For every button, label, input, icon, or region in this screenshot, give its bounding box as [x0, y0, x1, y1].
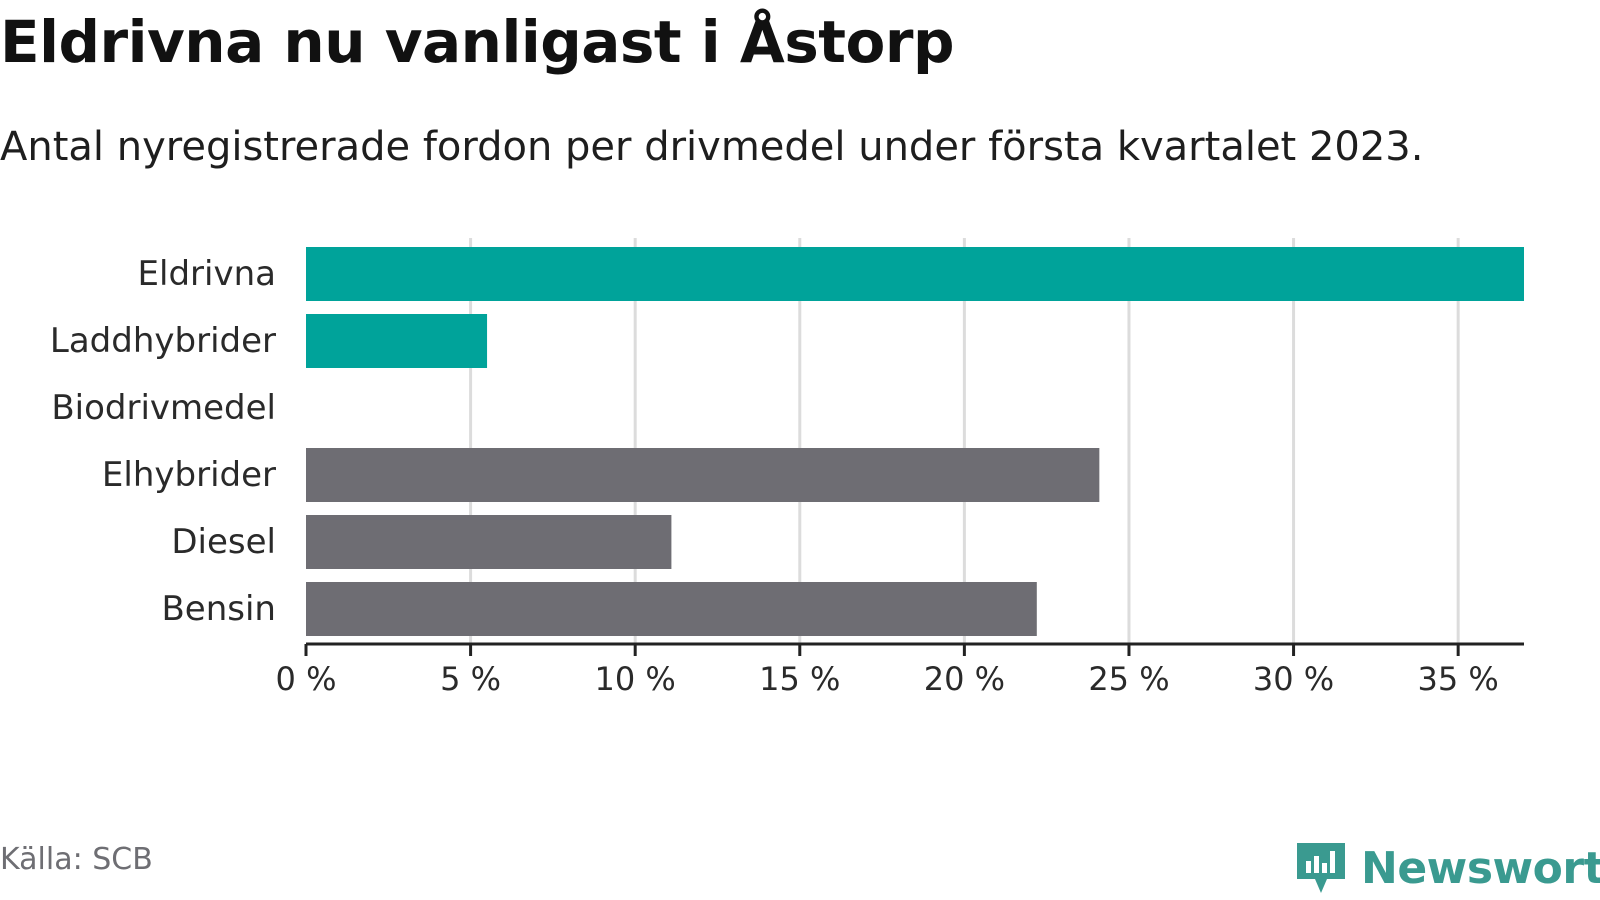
- category-label: Diesel: [171, 522, 276, 562]
- brand-name: Newsworthy: [1361, 842, 1600, 894]
- x-tick-label: 35 %: [1418, 660, 1499, 698]
- category-label: Eldrivna: [138, 254, 276, 294]
- grid-lines: [469, 238, 1460, 644]
- newsworthy-logo: Newsworthy: [1293, 839, 1600, 897]
- x-tick-label: 20 %: [924, 660, 1005, 698]
- bars: [306, 247, 1524, 636]
- category-label: Biodrivmedel: [51, 388, 276, 428]
- category-label: Laddhybrider: [50, 321, 276, 361]
- x-tick-label: 5 %: [440, 660, 501, 698]
- bar-eldrivna: [306, 247, 1524, 301]
- category-label: Bensin: [161, 589, 276, 629]
- category-labels: Eldrivna Laddhybrider Biodrivmedel Elhybrid…: [50, 254, 276, 629]
- bar-elhybrider: [306, 448, 1100, 502]
- x-axis-ticks: 0 % 5 % 10 % 15 % 20 % 25 % 30 % 35 %: [276, 644, 1499, 698]
- source-note: Källa: SCB: [0, 842, 153, 877]
- bar-diesel: [306, 515, 672, 569]
- newsworthy-icon: [1297, 843, 1345, 893]
- category-label: Elhybrider: [102, 455, 276, 495]
- x-tick-label: 25 %: [1088, 660, 1169, 698]
- chart-subtitle: Antal nyregistrerade fordon per drivmede…: [0, 124, 1424, 170]
- bar-laddhybrider: [306, 314, 488, 368]
- x-tick-label: 10 %: [595, 660, 676, 698]
- chart-title: Eldrivna nu vanligast i Åstorp: [0, 8, 954, 76]
- x-tick-label: 30 %: [1253, 660, 1334, 698]
- bar-bensin: [306, 582, 1037, 636]
- x-tick-label: 15 %: [759, 660, 840, 698]
- x-tick-label: 0 %: [276, 660, 337, 698]
- bar-chart: Eldrivna Laddhybrider Biodrivmedel Elhybrid…: [50, 238, 1524, 698]
